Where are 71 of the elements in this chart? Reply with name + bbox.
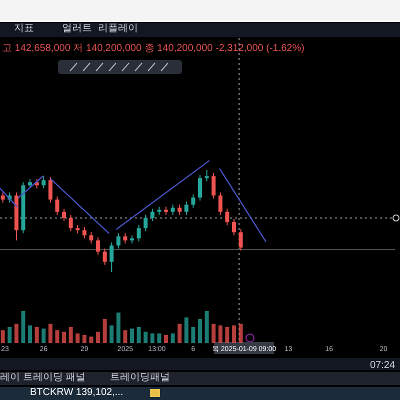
bar [82, 335, 86, 343]
bar [204, 311, 209, 343]
candlestick [42, 176, 46, 189]
candlestick [48, 176, 52, 204]
candlestick [178, 204, 182, 216]
candlestick [225, 208, 230, 226]
candlestick [82, 226, 86, 239]
candlestick [212, 172, 216, 200]
text: 레이 트레이딩 패널 [0, 372, 86, 383]
bar [130, 328, 134, 343]
candlestick [170, 204, 175, 216]
candlestick [150, 208, 154, 222]
bar [218, 325, 222, 343]
candlestick [232, 218, 236, 236]
candlestick [116, 232, 120, 250]
bar [198, 319, 202, 343]
bar [28, 325, 32, 343]
bar [157, 333, 162, 343]
bar [225, 327, 230, 343]
candlestick [110, 242, 114, 272]
bar [150, 333, 154, 343]
bar [212, 324, 216, 343]
text: 리플레이 [98, 23, 138, 34]
bar [232, 325, 236, 343]
bar [123, 330, 128, 343]
bar [14, 324, 18, 343]
bar [0, 330, 5, 343]
candlestick [0, 192, 5, 204]
bar [191, 327, 196, 343]
bar [238, 324, 243, 343]
bar [48, 324, 52, 343]
candlestick [62, 208, 66, 222]
candlestick [123, 232, 128, 244]
candlestick [55, 196, 60, 216]
bar [55, 330, 60, 343]
bar [34, 327, 39, 343]
bar [144, 332, 148, 343]
text: 트레이딩패널 [110, 372, 170, 383]
bar [76, 333, 80, 343]
candlestick [204, 170, 209, 182]
candlestick [191, 194, 196, 208]
bar [42, 328, 46, 343]
chart-subtitle: 고 142,658,000 저 140,200,000 종 140,200,000 -2,312,000 (-1.62%) [2, 43, 304, 54]
bar [89, 336, 94, 343]
candlestick [102, 248, 107, 266]
candlestick [96, 236, 100, 256]
bar [110, 325, 114, 343]
bar [8, 327, 12, 343]
text: 07:24 [370, 360, 396, 371]
bar [178, 324, 182, 343]
bar [21, 311, 26, 343]
bar [68, 327, 73, 343]
candlestick [68, 214, 73, 232]
bar [62, 332, 66, 343]
candlestick [136, 224, 141, 242]
bar [170, 333, 175, 343]
text: BTCKRW 139,102,... [30, 387, 124, 398]
bar [102, 319, 107, 343]
bar [116, 312, 120, 343]
candlestick [89, 232, 94, 244]
candlestick [218, 192, 222, 216]
candlestick [184, 201, 188, 216]
bar [136, 327, 141, 343]
text: 얼러트 [62, 23, 92, 34]
candlestick [198, 174, 202, 202]
bar [164, 335, 168, 343]
bar [184, 317, 188, 343]
text: 지표 [14, 23, 34, 34]
bar [96, 332, 100, 343]
candlestick [144, 214, 148, 232]
candlestick [238, 228, 243, 252]
